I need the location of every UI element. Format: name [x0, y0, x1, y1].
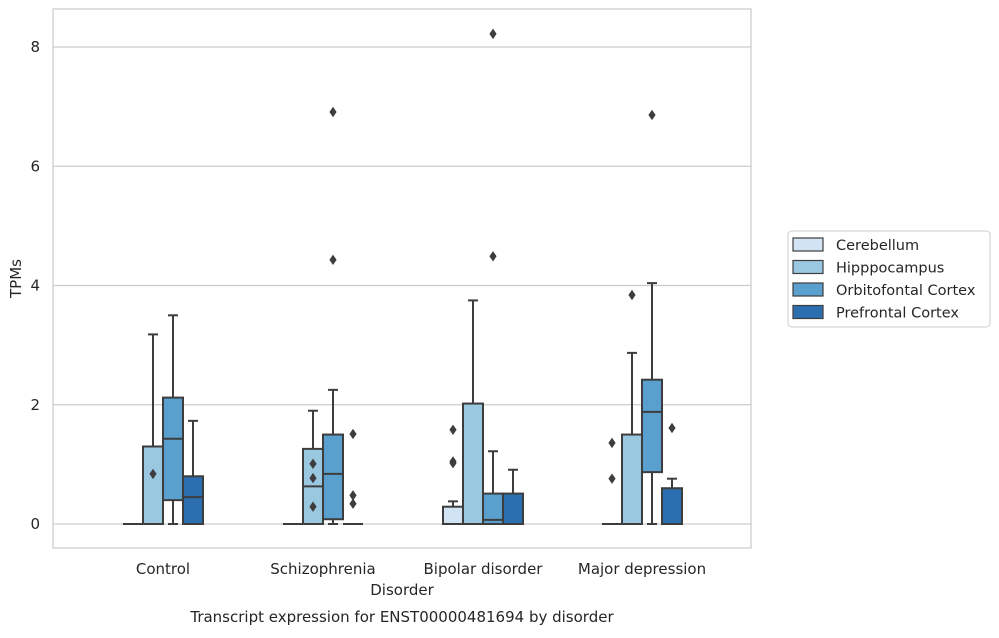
outlier-point — [449, 424, 457, 435]
box-body — [641, 378, 663, 474]
legend-label: Cerebellum — [836, 238, 919, 254]
chart-caption: Transcript expression for ENST0000048169… — [189, 608, 614, 626]
legend-label: Prefrontal Cortex — [836, 306, 959, 322]
outlier-point — [668, 422, 676, 434]
outlier-point — [628, 289, 636, 301]
outlier-point — [309, 472, 317, 484]
box-body — [502, 492, 524, 525]
outlier-point — [309, 458, 317, 469]
box-body — [142, 445, 164, 525]
box-body — [322, 433, 344, 521]
box-1-2 — [462, 299, 484, 525]
legend: Cerebellum Hipppocampus Orbitofontal Corte… — [787, 230, 991, 328]
y-tick-label: 2 — [30, 396, 40, 414]
outlier-point — [449, 456, 457, 467]
outlier-point — [608, 473, 616, 484]
outlier-point — [329, 106, 337, 118]
legend-frame — [787, 230, 991, 328]
outlier-point — [349, 428, 357, 440]
box-2-0 — [162, 314, 184, 525]
legend-label: Hipppocampus — [836, 261, 944, 277]
x-tick-label: Major depression — [578, 560, 706, 578]
box-body — [162, 396, 184, 502]
legend-swatch — [792, 282, 824, 297]
box-1-3 — [621, 289, 643, 525]
y-axis-label: TPMs — [7, 259, 25, 299]
legend-label: Orbitofontal Cortex — [836, 283, 976, 299]
box-3-2 — [502, 468, 524, 525]
outlier-point — [608, 437, 616, 449]
outlier-point — [149, 468, 157, 480]
box-body — [442, 505, 464, 525]
legend-swatch — [792, 259, 824, 275]
box-body — [462, 402, 484, 525]
outlier-point — [489, 28, 497, 40]
box-1-0 — [142, 333, 164, 525]
x-axis-label: Disorder — [370, 581, 434, 599]
outlier-point — [489, 251, 497, 262]
y-tick-label: 0 — [30, 515, 40, 533]
box-2-2 — [482, 28, 504, 525]
outlier-point — [349, 498, 357, 509]
box-3-0 — [182, 419, 204, 525]
x-tick-label: Bipolar disorder — [424, 560, 544, 578]
box-body — [661, 487, 683, 526]
box-0-2 — [442, 424, 464, 525]
legend-swatch — [792, 304, 824, 320]
legend-swatch — [792, 237, 824, 252]
marks-layer — [123, 28, 683, 526]
y-tick-label: 6 — [30, 157, 40, 175]
outlier-point — [349, 490, 357, 501]
y-tick-label: 4 — [30, 277, 40, 295]
x-tick-label: Schizophrenia — [270, 560, 375, 578]
box-body — [621, 433, 643, 525]
outlier-point — [329, 254, 337, 266]
outlier-point — [648, 109, 656, 121]
box-0-3 — [602, 437, 622, 525]
plot-frame — [52, 8, 752, 549]
x-tick-label: Control — [136, 560, 190, 578]
box-3-1 — [343, 428, 363, 525]
outlier-point — [309, 501, 317, 512]
y-tick-label: 8 — [30, 38, 40, 56]
axis-layer: 0 2 4 6 8 Control Schizophrenia Bipolar disorde… — [30, 38, 706, 578]
box-body — [182, 475, 204, 525]
box-1-1 — [302, 409, 324, 525]
box-3-3 — [661, 422, 683, 526]
box-2-1 — [322, 106, 344, 525]
box-2-3 — [641, 109, 663, 525]
